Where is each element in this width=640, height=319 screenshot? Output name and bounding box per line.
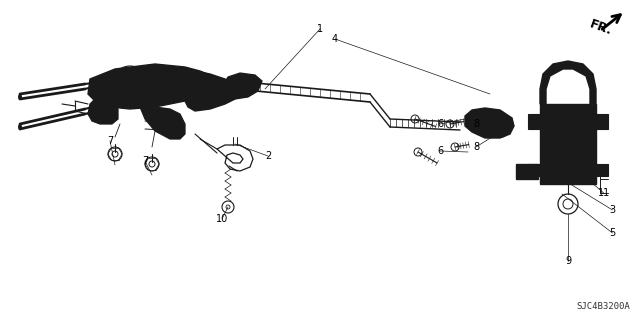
Text: 2: 2 (265, 151, 271, 161)
Polygon shape (140, 107, 185, 139)
Text: FR.: FR. (588, 18, 614, 38)
Text: 8: 8 (473, 119, 479, 129)
Text: 6: 6 (437, 119, 443, 129)
Polygon shape (222, 73, 262, 99)
Text: 8: 8 (473, 142, 479, 152)
Text: 11: 11 (598, 188, 610, 198)
Text: 3: 3 (609, 205, 616, 215)
Polygon shape (465, 108, 514, 138)
Text: 7: 7 (107, 136, 113, 146)
Text: 9: 9 (565, 256, 571, 266)
Text: 6: 6 (437, 146, 443, 156)
Text: 4: 4 (332, 34, 338, 44)
Text: 1: 1 (317, 24, 323, 34)
Polygon shape (596, 114, 608, 129)
Polygon shape (516, 164, 538, 179)
Text: SJC4B3200A: SJC4B3200A (576, 302, 630, 311)
Polygon shape (528, 164, 540, 176)
Polygon shape (596, 164, 608, 176)
Polygon shape (185, 71, 240, 111)
Text: 7: 7 (142, 156, 148, 166)
Polygon shape (528, 114, 540, 129)
Polygon shape (540, 104, 596, 184)
Polygon shape (88, 64, 215, 109)
Text: 10: 10 (216, 214, 228, 224)
Polygon shape (88, 97, 118, 124)
Text: 5: 5 (609, 228, 616, 238)
Polygon shape (540, 61, 596, 104)
